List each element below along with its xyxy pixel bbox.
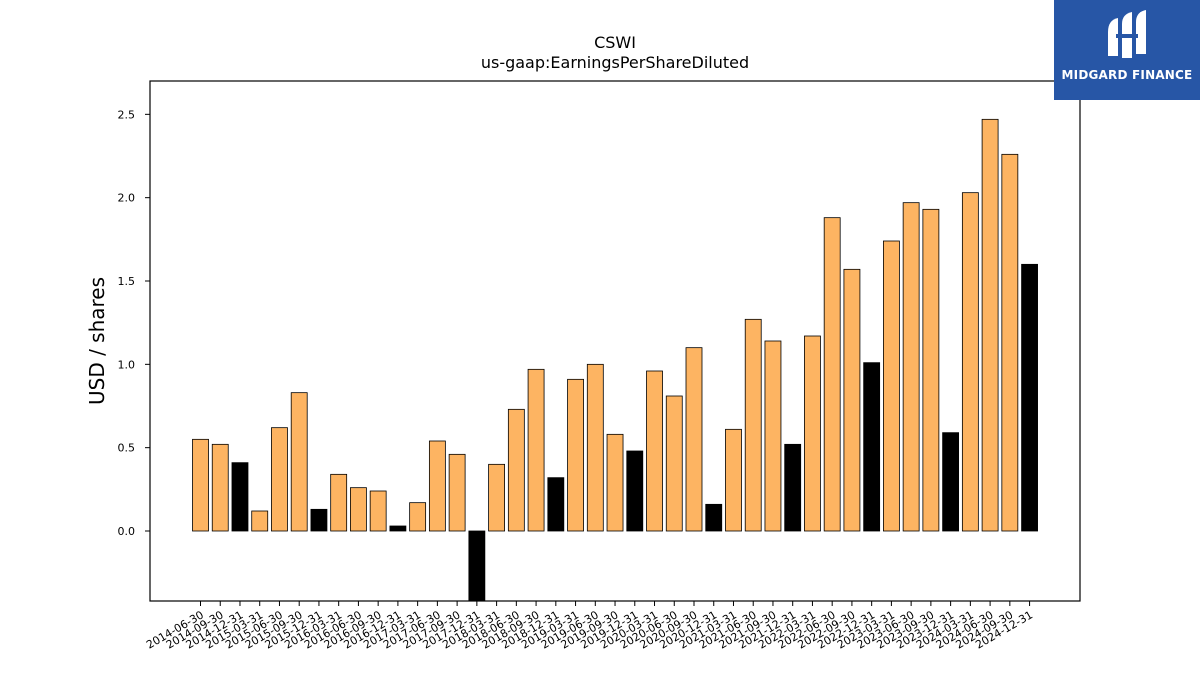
bar-2017-12-31 <box>468 530 486 602</box>
y-tick-label: 1.0 <box>118 358 136 371</box>
bar-2016-06-30 <box>350 487 367 532</box>
bar-2021-06-30 <box>744 318 762 532</box>
bar-2014-06-30 <box>192 438 209 532</box>
bar-2019-06-30 <box>586 363 604 532</box>
bar-2016-09-30 <box>369 490 387 532</box>
y-tick-label: 2.5 <box>118 108 136 121</box>
bar-2019-03-31 <box>567 378 584 532</box>
bar-2024-03-31 <box>961 192 979 532</box>
bars-group <box>192 118 1038 602</box>
bar-2014-09-30 <box>211 443 229 532</box>
bar-2020-12-31 <box>705 503 723 532</box>
y-tick-label: 1.5 <box>118 275 136 288</box>
chart-subtitle: us-gaap:EarningsPerShareDiluted <box>481 53 749 72</box>
bar-2018-09-30 <box>527 368 545 532</box>
y-axis: 0.0 0.5 1.0 1.5 2.0 2.5 <box>118 108 150 538</box>
bar-2022-03-31 <box>804 335 821 532</box>
bar-2020-03-31 <box>646 370 663 532</box>
bar-2023-06-30 <box>902 202 920 532</box>
bar-2017-06-30 <box>428 440 446 532</box>
bar-2015-12-31 <box>310 508 328 532</box>
x-axis: 2014-06-302014-09-302014-12-312015-03-31… <box>144 601 1035 652</box>
bar-2024-09-30 <box>1001 153 1019 532</box>
chart-title: CSWI <box>594 33 636 52</box>
y-tick-label: 2.0 <box>118 192 136 205</box>
bar-2021-09-30 <box>764 340 782 532</box>
bar-2022-06-30 <box>823 217 841 532</box>
bar-2023-09-30 <box>922 208 940 532</box>
bar-2020-06-30 <box>665 395 683 532</box>
y-axis-label: USD / shares <box>85 277 109 405</box>
plot-frame <box>149 80 1081 602</box>
bar-2018-06-30 <box>507 408 525 532</box>
bar-2014-12-31 <box>231 462 249 532</box>
brand-name: MIDGARD FINANCE <box>1061 68 1193 82</box>
bar-2023-03-31 <box>883 240 900 532</box>
bar-2016-03-31 <box>330 473 348 532</box>
bar-2024-06-30 <box>981 118 999 532</box>
bar-2022-12-31 <box>863 362 881 532</box>
brand-logo: MIDGARD FINANCE <box>1054 0 1200 100</box>
bar-2019-12-31 <box>626 450 644 532</box>
y-tick-label: 0.5 <box>118 442 136 455</box>
bar-2016-12-31 <box>389 525 407 532</box>
y-tick-label: 0.0 <box>118 525 136 538</box>
bar-2017-03-31 <box>409 502 427 532</box>
bar-2023-12-31 <box>942 432 960 532</box>
bar-2024-12-31 <box>1021 263 1038 532</box>
bar-2015-03-31 <box>251 510 269 532</box>
bar-2022-09-30 <box>843 268 861 532</box>
bar-2021-12-31 <box>784 443 802 532</box>
bar-2015-09-30 <box>290 392 308 532</box>
bar-2019-09-30 <box>606 433 624 532</box>
bar-2018-03-31 <box>488 463 506 532</box>
bar-2017-09-30 <box>448 453 466 532</box>
midgard-logo-icon <box>1108 10 1146 58</box>
bar-2015-06-30 <box>271 427 288 532</box>
bar-2020-09-30 <box>685 347 703 532</box>
bar-2018-12-31 <box>547 477 565 532</box>
bar-2021-03-31 <box>725 428 742 532</box>
